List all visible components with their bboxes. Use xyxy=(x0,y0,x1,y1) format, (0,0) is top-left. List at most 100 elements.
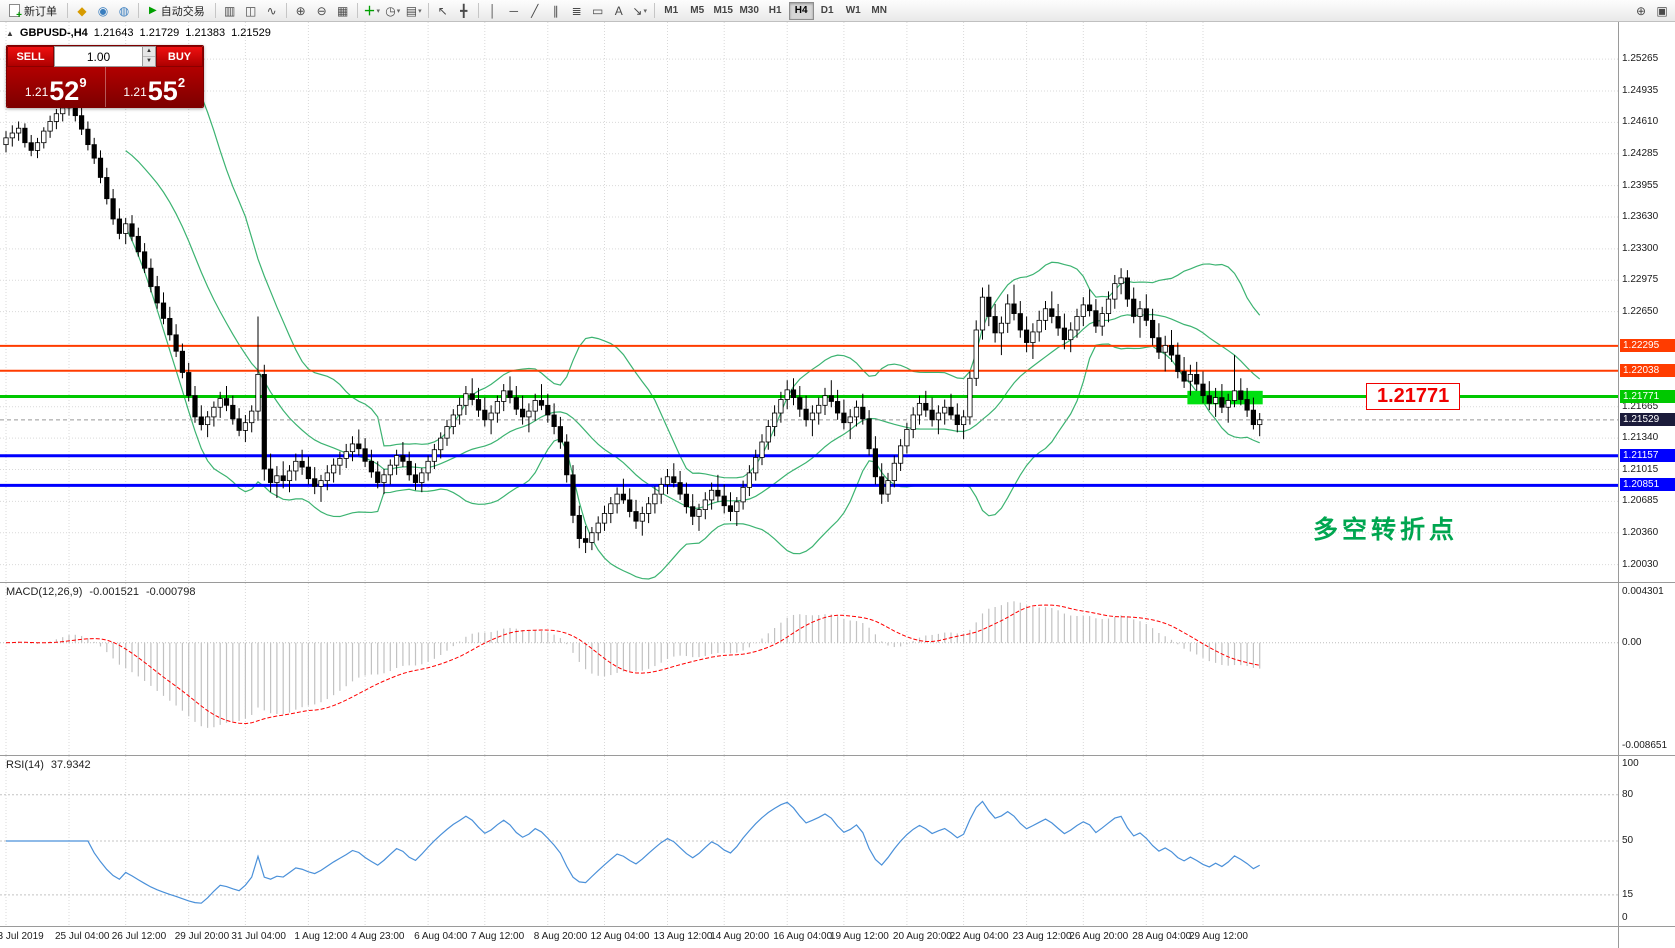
buy-button[interactable]: BUY xyxy=(156,46,203,67)
shapes-icon[interactable]: ▭ xyxy=(592,3,604,18)
buy-price[interactable]: 1.21 55 2 xyxy=(106,67,204,107)
globe-icon[interactable]: ◍ xyxy=(118,3,130,18)
scale-label: 1.22650 xyxy=(1622,305,1659,317)
text-icon[interactable]: A xyxy=(614,3,623,18)
main-toolbar: 新订单 ◆ ◉ ◍ ▶ 自动交易 ▥ ◫ ∿ ⊕ ⊖ ▦ ＋▾ ◷▾ ▤▾ ↖ … xyxy=(0,0,1675,22)
ohlc-low: 1.21383 xyxy=(185,27,226,39)
scale-label: 1.21665 xyxy=(1622,400,1659,412)
new-order-button[interactable]: 新订单 xyxy=(3,1,63,21)
macd-scale[interactable]: 0.004301 0.00 -0.008651 xyxy=(1618,583,1675,755)
zoom-in-icon[interactable]: ⊕ xyxy=(295,3,306,18)
scale-label: 1.20685 xyxy=(1622,495,1659,507)
time-axis-label: 14 Aug 20:00 xyxy=(710,931,770,942)
time-axis-label: 12 Aug 04:00 xyxy=(590,931,650,942)
buy-price-big: 55 xyxy=(147,76,178,107)
macd-pane[interactable]: 0.004301 0.00 -0.008651 MACD(12,26,9) -0.0… xyxy=(0,582,1675,755)
time-axis-corner xyxy=(1618,927,1675,948)
time-axis-label: 4 Aug 23:00 xyxy=(351,931,405,942)
horizontal-line-icon[interactable]: ─ xyxy=(509,3,518,18)
time-axis-label: 20 Aug 20:00 xyxy=(892,931,952,942)
scale-label: 1.23630 xyxy=(1622,211,1659,223)
time-axis-label: 29 Aug 12:00 xyxy=(1189,931,1248,942)
candlestick-plot[interactable] xyxy=(0,22,1618,582)
vertical-line-icon[interactable]: │ xyxy=(488,3,497,18)
diamond-icon[interactable]: ◆ xyxy=(77,3,87,18)
new-window-icon[interactable]: ▣ xyxy=(1656,3,1668,18)
time-axis-label: 16 Aug 04:00 xyxy=(773,931,833,942)
rsi-header: RSI(14) 37.9342 xyxy=(6,759,91,771)
scale-label-highlight: 1.21157 xyxy=(1620,448,1675,462)
timeframe-mn[interactable]: MN xyxy=(867,2,892,20)
fibonacci-icon[interactable]: ≣ xyxy=(571,3,582,18)
main-chart-pane[interactable]: 1.25265 1.24935 1.24610 1.24285 1.23955 1.236… xyxy=(0,22,1675,582)
one-click-trade-panel: SELL ▲ ▼ BUY 1.21 52 9 1.21 55 2 xyxy=(6,45,204,108)
toolbar-separator xyxy=(138,3,139,18)
toolbar-separator xyxy=(67,3,68,18)
tile-windows-icon[interactable]: ▦ xyxy=(337,3,349,18)
macd-plot[interactable] xyxy=(0,583,1618,755)
periods-button[interactable]: ◷ ▾ xyxy=(385,3,401,18)
toolbar-separator xyxy=(427,3,429,18)
timeframe-h1[interactable]: H1 xyxy=(763,2,788,20)
toolbar-separator xyxy=(477,3,479,18)
scale-label-highlight: 1.22295 xyxy=(1620,338,1675,352)
timeframe-h4[interactable]: H4 xyxy=(788,1,814,20)
autotrading-button[interactable]: ▶ 自动交易 xyxy=(143,1,211,20)
scale-label: 1.24935 xyxy=(1622,85,1659,97)
macd-label: MACD(12,26,9) xyxy=(6,586,83,598)
scale-label: 1.22975 xyxy=(1622,274,1659,286)
time-axis-label: 6 Aug 04:00 xyxy=(414,931,468,942)
scale-label: 1.24610 xyxy=(1622,116,1659,128)
indicators-button[interactable]: ＋ ▾ xyxy=(363,4,380,18)
crosshair-icon[interactable]: ╋ xyxy=(460,3,468,18)
symbol-name: GBPUSD-,H4 xyxy=(19,27,88,39)
scale-label: 0.004301 xyxy=(1622,586,1664,597)
panel-toggle-icon[interactable]: ▲ xyxy=(6,28,14,38)
scale-label: 1.23955 xyxy=(1622,179,1659,191)
zoom-out-icon[interactable]: ⊖ xyxy=(316,3,327,18)
sell-price[interactable]: 1.21 52 9 xyxy=(7,67,106,107)
autotrading-label: 自动交易 xyxy=(160,5,205,18)
arrows-icon[interactable]: ↘ ▾ xyxy=(632,3,647,18)
search-plus-icon[interactable]: ⊕ xyxy=(1635,3,1647,18)
candlestick-chart-icon[interactable]: ◫ xyxy=(245,3,257,18)
ohlc-close: 1.21529 xyxy=(231,27,271,39)
volume-down-button[interactable]: ▼ xyxy=(143,57,155,66)
bar-chart-icon[interactable]: ▥ xyxy=(224,3,236,18)
volume-input[interactable] xyxy=(54,46,143,67)
trendline-icon[interactable]: ╱ xyxy=(531,3,539,18)
scale-label: 50 xyxy=(1622,835,1634,846)
volume-up-button[interactable]: ▲ xyxy=(143,47,155,57)
time-axis-label: 31 Jul 04:00 xyxy=(231,931,286,942)
scale-label: 1.24285 xyxy=(1622,147,1659,159)
sell-button[interactable]: SELL xyxy=(7,46,54,67)
timeframe-m15[interactable]: M15 xyxy=(711,2,736,20)
timeframe-m5[interactable]: M5 xyxy=(685,2,710,20)
rsi-pane[interactable]: 100 80 50 15 0 RSI(14) 37.9342 xyxy=(0,755,1675,926)
time-axis-label: 8 Aug 20:00 xyxy=(533,931,588,942)
rsi-plot[interactable] xyxy=(0,756,1618,926)
sell-price-prefix: 1.21 xyxy=(24,85,49,99)
timeframe-w1[interactable]: W1 xyxy=(841,2,866,20)
timeframe-m1[interactable]: M1 xyxy=(659,2,684,20)
line-chart-icon[interactable]: ∿ xyxy=(266,3,277,18)
rsi-label: RSI(14) xyxy=(6,759,44,771)
time-axis-label: 28 Aug 04:00 xyxy=(1132,931,1192,942)
channel-icon[interactable]: ∥ xyxy=(552,3,559,18)
volume-stepper: ▲ ▼ xyxy=(143,46,156,67)
scale-label: -0.008651 xyxy=(1622,740,1668,751)
rsi-scale[interactable]: 100 80 50 15 0 xyxy=(1618,756,1675,926)
timeframe-d1[interactable]: D1 xyxy=(815,2,840,20)
rsi-value: 37.9342 xyxy=(50,759,91,771)
level-price-callout: 1.21771 xyxy=(1366,383,1461,410)
scale-label: 1.23300 xyxy=(1622,242,1659,254)
ohlc-high: 1.21729 xyxy=(139,27,180,39)
templates-button[interactable]: ▤ ▾ xyxy=(405,3,422,18)
toolbar-separator xyxy=(214,3,216,18)
price-scale[interactable]: 1.25265 1.24935 1.24610 1.24285 1.23955 1.236… xyxy=(1618,22,1675,582)
user-icon[interactable]: ◉ xyxy=(97,3,109,18)
cursor-icon[interactable]: ↖ xyxy=(437,3,448,18)
timeframe-m30[interactable]: M30 xyxy=(737,2,762,20)
